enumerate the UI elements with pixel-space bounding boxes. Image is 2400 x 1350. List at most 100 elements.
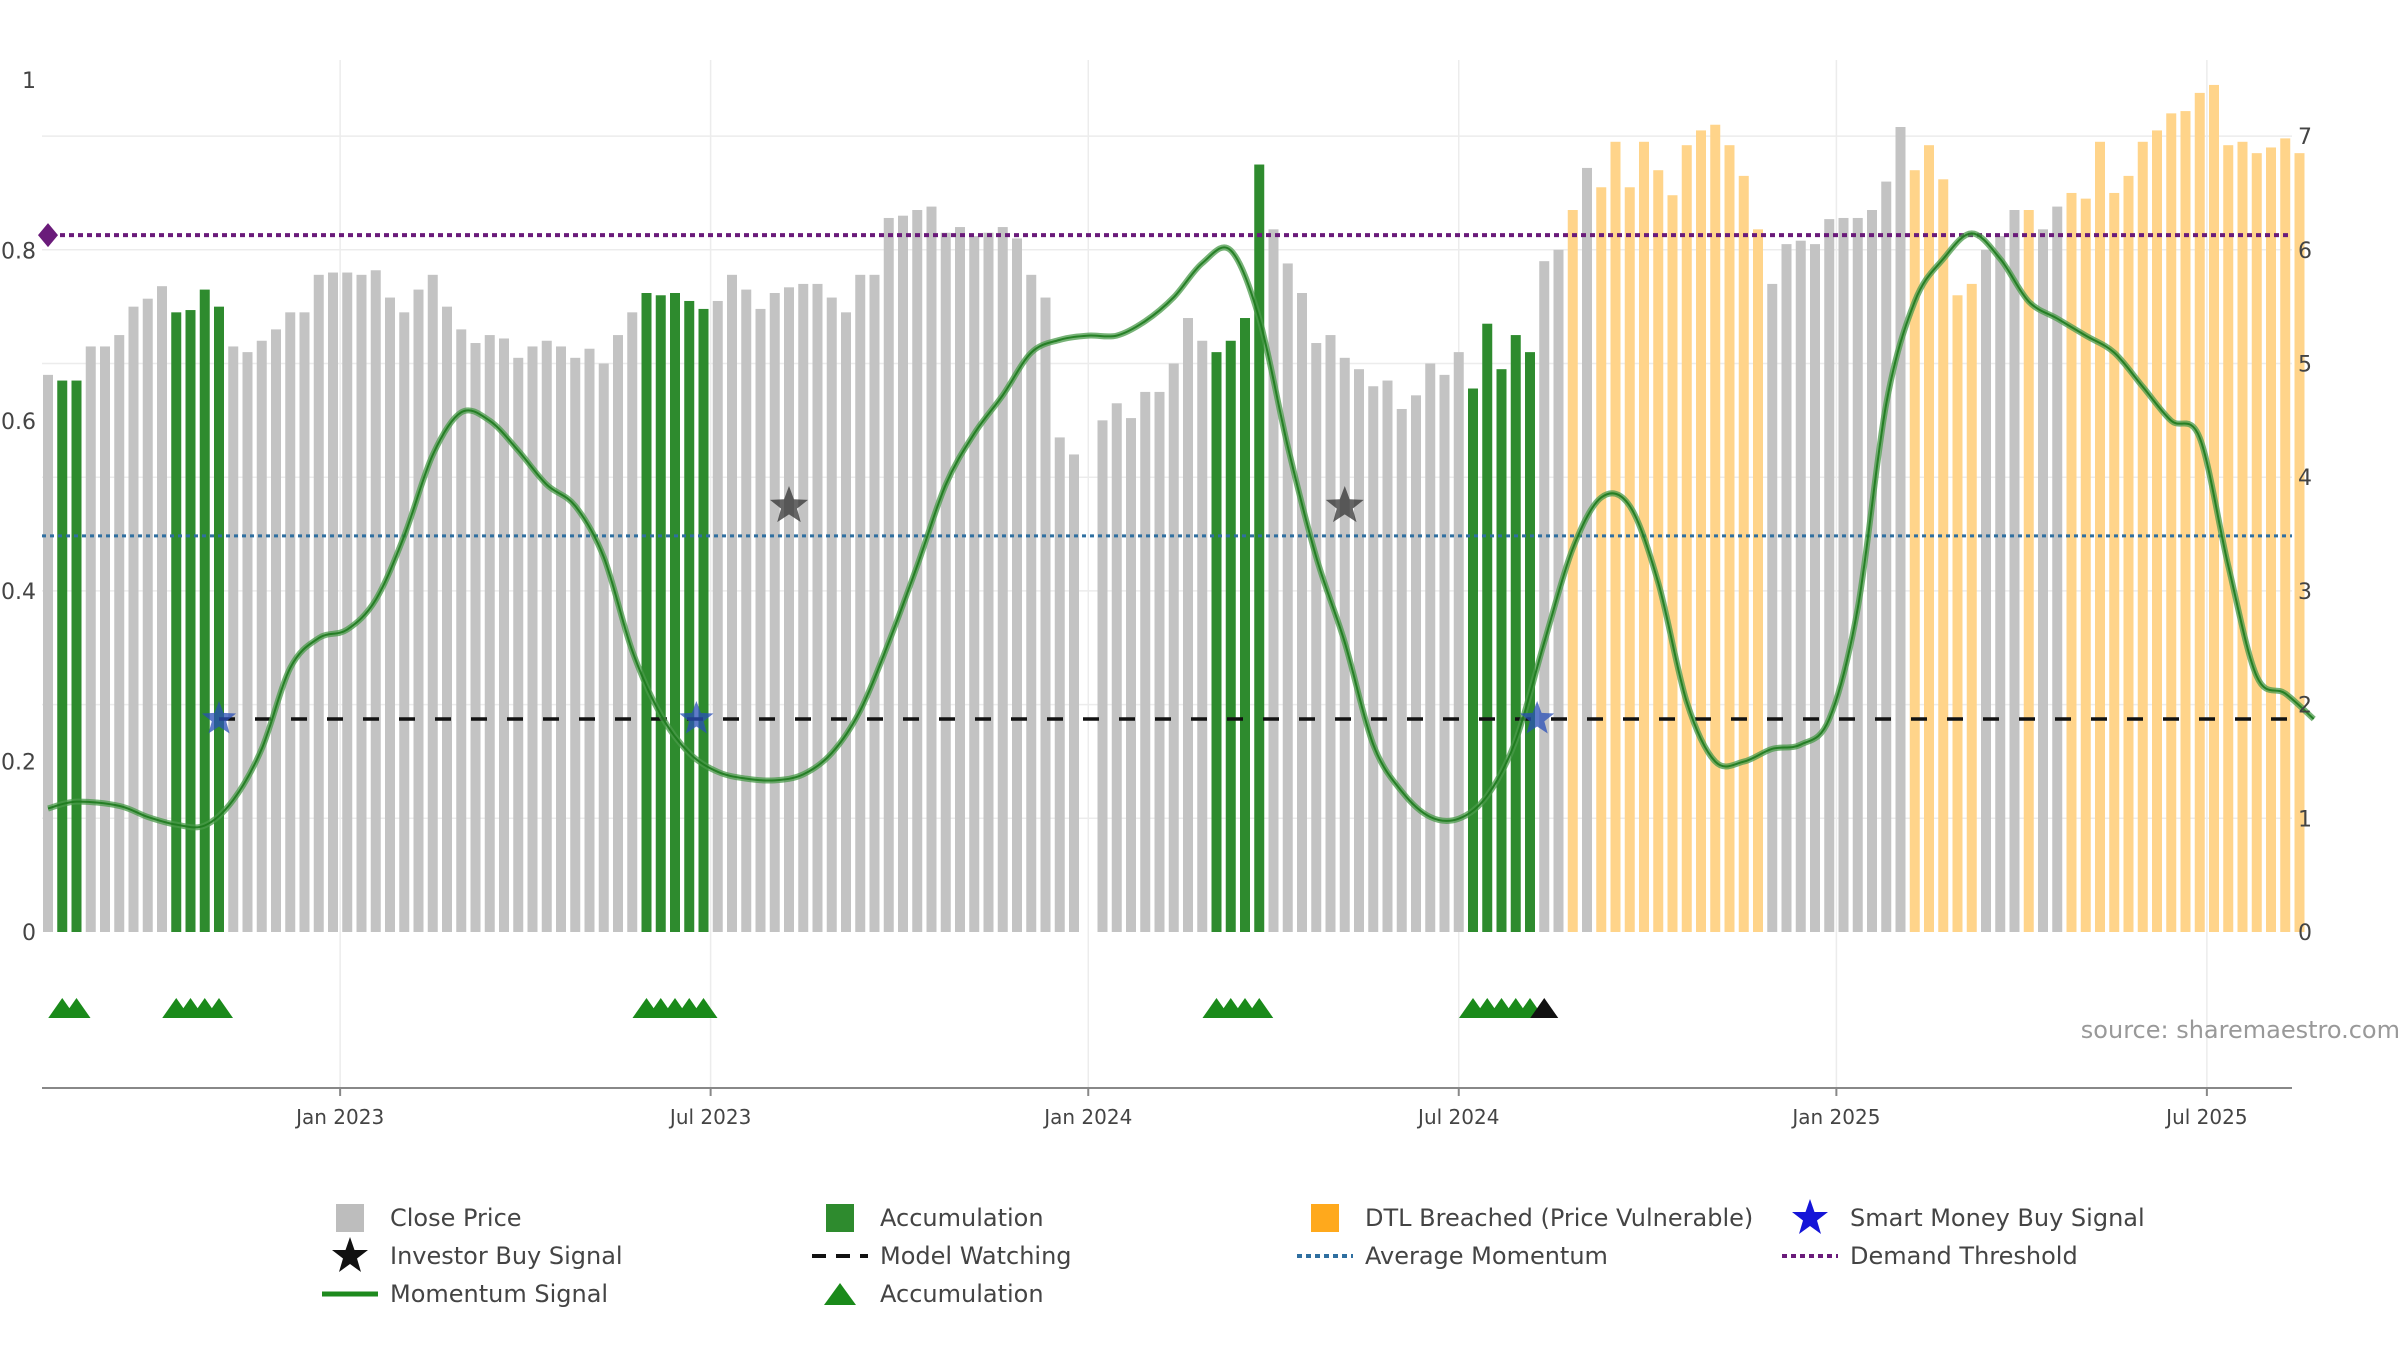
dtl-breached-bar [2194,92,2205,933]
close-price-bar [1297,293,1307,933]
right-y-tick-label: 4 [2298,466,2312,491]
close-price-bar [1097,420,1108,932]
demand-threshold-marker [38,223,58,248]
right-y-tick-label: 5 [2298,353,2312,378]
dtl-breached-bar [2294,153,2305,932]
legend-label: Momentum Signal [390,1280,609,1308]
close-price-bar [613,335,623,932]
right-y-tick-label: 7 [2298,125,2312,150]
right-y-tick-label: 1 [2298,807,2312,832]
close-price-bar [456,329,467,932]
source-credit: source: sharemaestro.com [2080,1016,2400,1044]
close-price-bar [256,340,267,932]
close-price-bar [1453,352,1464,932]
close-price-bar [1981,249,1991,933]
close-price-bar [1111,403,1122,932]
close-price-bar [584,348,595,932]
chart-canvas: Jan 2023 Jul 2023 Jan 2024 Jul 2024 Jan 2025… [1,60,2316,1129]
close-price-bar [484,335,495,932]
close-price-bar [1425,363,1436,932]
close-price-bar [1069,454,1079,932]
accumulation-triangle [205,998,233,1018]
dtl-breached-bar [1724,145,1735,933]
close-price-bar [1439,374,1450,932]
accumulation-bar [1240,318,1250,932]
close-price-bar [157,286,167,933]
accumulation-bar [185,310,196,932]
close-price-bar [1026,274,1037,933]
close-price-bar [1197,340,1208,932]
close-price-bar [356,274,367,933]
legend-label: Model Watching [880,1242,1072,1270]
dtl-breached-bar [1596,187,1607,932]
black-star-icon [320,1237,380,1274]
right-y-tick-label: 6 [2298,239,2312,264]
close-price-bar [1140,391,1151,932]
legend-item-dtl-breached: DTL Breached (Price Vulnerable) [1295,1200,1753,1236]
accumulation-bar [641,293,652,933]
dtl-breached-bar [2066,192,2077,932]
close-price-bar [1995,236,2006,932]
close-price-bar [1054,437,1065,932]
close-price-bar [1810,244,1820,933]
close-price-bar [128,306,139,932]
close-price-bar [142,298,153,932]
close-price-bar [556,346,566,932]
blue-star-icon [1780,1199,1840,1236]
close-price-bar [1895,127,1906,932]
smart-money-buy-star [201,701,237,734]
legend-item-model-watching: Model Watching [810,1238,1072,1274]
legend-label: DTL Breached (Price Vulnerable) [1365,1204,1754,1232]
close-price-bar [1354,369,1364,932]
legend-item-accumulation: Accumulation [810,1200,1044,1236]
dtl-breached-bar [1667,195,1678,932]
accumulation-triangle [1245,998,1274,1018]
legend-label: Demand Threshold [1850,1242,2078,1270]
close-price-bar [1582,167,1592,932]
close-price-bar [1767,283,1778,932]
close-price-bar [527,346,538,932]
legend-label: Average Momentum [1365,1242,1608,1270]
accumulation-bar [1254,164,1265,932]
gray-square-icon [320,1200,380,1236]
close-price-bar [926,206,937,932]
close-price-bar [727,274,737,933]
accumulation-bar [57,380,68,932]
close-price-bar [598,363,609,932]
dtl-breached-bar [2123,175,2134,932]
smart-money-buy-star [1520,701,1555,734]
legend-item-demand-threshold: Demand Threshold [1780,1238,2078,1274]
close-price-bar [1311,343,1322,932]
close-price-bar [1795,240,1806,933]
close-price-bar [627,312,638,933]
close-price-bar [955,227,965,932]
dotted-line-icon [1295,1238,1355,1274]
close-price-bar [1539,261,1550,932]
left-y-tick-label: 1 [22,69,36,94]
dtl-breached-bar [2109,192,2120,932]
close-price-bar [313,274,324,933]
dtl-breached-bar [2080,198,2091,932]
legend-item-investor-buy: Investor Buy Signal [320,1237,623,1274]
close-price-bar [271,329,281,932]
legend-label: Investor Buy Signal [390,1242,623,1270]
close-price-bar [969,236,980,932]
right-y-tick-label: 2 [2298,694,2312,719]
accumulation-bar [171,312,182,933]
dtl-breached-bar [1653,170,1664,932]
green-triangle-icon [810,1276,870,1312]
dtl-breached-bar [2166,113,2177,933]
accumulation-bar [684,300,695,933]
close-price-bar [100,346,110,932]
close-price-bar [1040,297,1051,933]
dtl-breached-bar [1610,141,1621,932]
dtl-breached-bar [1710,124,1721,933]
close-price-bar [1867,210,1877,932]
close-price-bar [242,352,253,932]
close-price-bar [784,287,794,932]
close-price-bar [869,274,880,933]
close-price-bar [1781,244,1792,933]
close-price-bar [228,346,239,932]
dashed-line-icon [810,1238,870,1274]
close-price-bar [769,293,780,933]
